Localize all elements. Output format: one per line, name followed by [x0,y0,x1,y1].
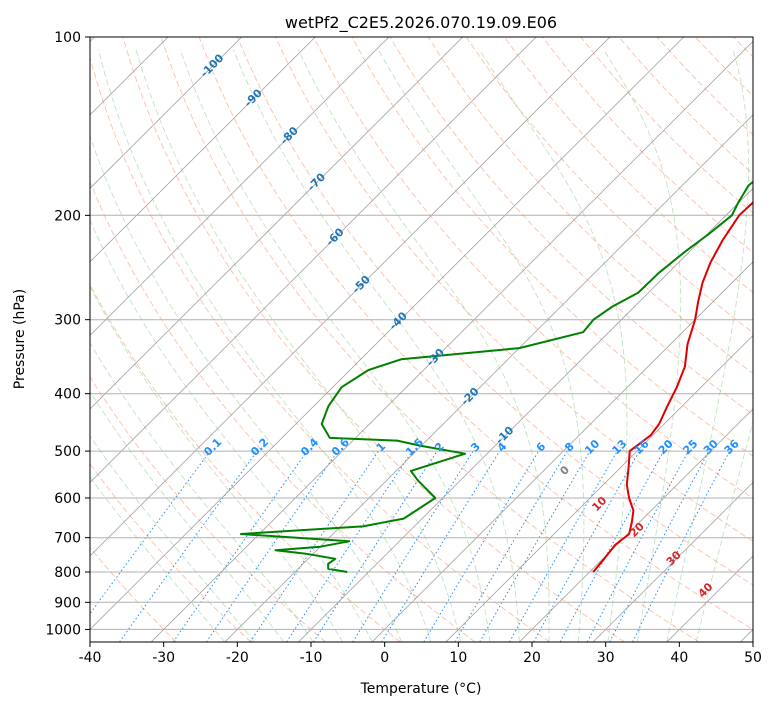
y-tick-label: 900 [54,595,81,611]
x-tick-label: 0 [380,650,389,666]
x-tick-label: 10 [449,650,467,666]
y-tick-label: 800 [54,565,81,581]
y-axis-label: Pressure (hPa) [12,289,28,389]
x-tick-label: 50 [744,650,762,666]
dry-adiabat [772,37,775,642]
x-axis-label: Temperature (°C) [360,681,482,697]
x-tick-label: -20 [226,650,249,666]
y-tick-label: 100 [54,30,81,46]
y-tick-label: 300 [54,313,81,329]
y-tick-label: 1000 [45,622,81,638]
x-tick-label: -30 [152,650,175,666]
x-tick-label: -10 [300,650,323,666]
x-tick-label: 30 [597,650,615,666]
y-tick-label: 600 [54,491,81,507]
y-tick-label: 400 [54,387,81,403]
x-tick-label: -40 [79,650,102,666]
y-tick-label: 200 [54,208,81,224]
y-tick-label: 500 [54,444,81,460]
chart-title: wetPf2_C2E5.2026.070.19.09.E06 [285,13,557,33]
x-tick-label: 40 [670,650,688,666]
y-tick-label: 700 [54,531,81,547]
x-tick-label: 20 [523,650,541,666]
